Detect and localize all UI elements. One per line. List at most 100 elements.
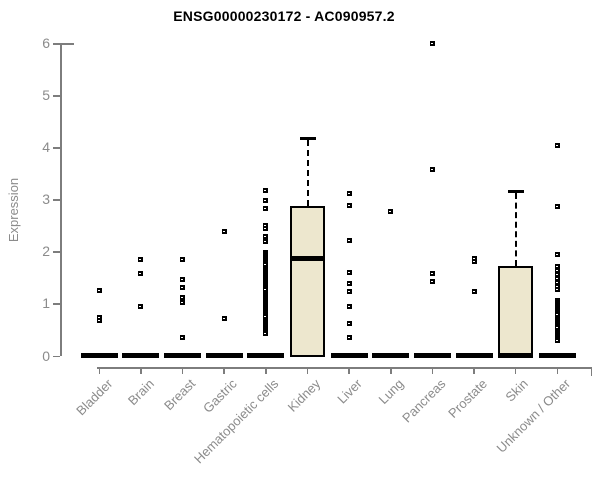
collapsed-box-lung[interactable] — [372, 353, 410, 358]
x-tick — [431, 367, 434, 374]
x-tick-label-liver: Liver — [334, 376, 365, 407]
median-kidney — [290, 255, 325, 261]
collapsed-box-liver[interactable] — [330, 353, 368, 358]
outlier-point-prostate[interactable] — [471, 255, 477, 261]
outlier-point-breast[interactable] — [180, 299, 186, 305]
collapsed-box-gastric[interactable] — [205, 353, 243, 358]
outlier-point-liver[interactable] — [346, 238, 352, 243]
x-tick-label-bladder: Bladder — [72, 376, 115, 419]
box-skin[interactable] — [498, 266, 534, 358]
y-axis-line — [60, 43, 62, 357]
x-tick — [348, 367, 350, 374]
outlier-point-unknown-other[interactable] — [554, 142, 560, 148]
x-tick-label-kidney: Kidney — [284, 376, 324, 415]
collapsed-box-bladder[interactable] — [80, 353, 118, 358]
outlier-point-hematopoietic-cells[interactable] — [263, 234, 269, 240]
collapsed-box-prostate[interactable] — [455, 353, 493, 358]
outlier-point-hematopoietic-cells[interactable] — [263, 205, 269, 211]
outlier-point-lung[interactable] — [388, 208, 394, 214]
outlier-point-breast[interactable] — [180, 335, 186, 341]
outlier-point-hematopoietic-cells[interactable] — [263, 222, 269, 228]
outlier-point-prostate[interactable] — [471, 259, 477, 265]
outlier-point-liver[interactable] — [346, 288, 352, 294]
outlier-point-hematopoietic-cells[interactable] — [263, 188, 269, 194]
collapsed-box-hematopoietic-cells[interactable] — [247, 353, 285, 358]
x-axis-end-cap — [590, 367, 592, 376]
outlier-point-liver[interactable] — [346, 334, 352, 340]
outlier-point-unknown-other[interactable] — [554, 275, 560, 281]
whisker-skin — [514, 192, 517, 266]
outlier-point-brain[interactable] — [138, 256, 144, 262]
outlier-point-gastric[interactable] — [221, 316, 227, 322]
outlier-point-bladder[interactable] — [96, 317, 102, 323]
outlier-point-unknown-other[interactable] — [554, 267, 560, 273]
y-tick-label: 3 — [42, 191, 50, 208]
outlier-point-pancreas[interactable] — [429, 271, 435, 277]
outlier-point-liver[interactable] — [346, 270, 352, 276]
outlier-point-unknown-other[interactable] — [554, 204, 560, 210]
x-tick — [556, 367, 559, 374]
whisker-cap-skin — [507, 189, 524, 193]
outlier-point-hematopoietic-cells[interactable] — [263, 198, 269, 204]
x-tick-label-unknown-other: Unknown / Other — [493, 376, 573, 456]
y-tick-label: 0 — [42, 347, 50, 364]
outlier-point-breast[interactable] — [180, 294, 186, 300]
y-tick — [53, 95, 60, 97]
outlier-point-liver[interactable] — [346, 190, 352, 196]
outlier-point-unknown-other[interactable] — [554, 280, 560, 286]
outlier-point-unknown-other[interactable] — [554, 312, 560, 318]
y-tick — [53, 199, 60, 201]
x-tick-label-pancreas: Pancreas — [398, 376, 449, 426]
outlier-point-prostate[interactable] — [471, 288, 477, 294]
x-axis-line — [97, 367, 592, 369]
x-tick — [265, 367, 267, 374]
outlier-point-gastric[interactable] — [221, 229, 227, 235]
x-tick-label-breast: Breast — [161, 376, 199, 414]
outlier-point-bladder[interactable] — [96, 287, 102, 293]
outlier-point-unknown-other[interactable] — [554, 338, 560, 344]
y-tick-label: 6 — [42, 35, 50, 52]
x-tick-label-skin: Skin — [502, 376, 532, 405]
collapsed-box-unknown-other[interactable] — [538, 353, 576, 358]
outlier-point-bladder[interactable] — [96, 315, 102, 321]
outlier-point-liver[interactable] — [346, 280, 352, 286]
outlier-point-hematopoietic-cells[interactable] — [263, 239, 269, 245]
outlier-point-unknown-other[interactable] — [554, 284, 560, 290]
outlier-point-pancreas[interactable] — [429, 166, 435, 172]
outlier-point-breast[interactable] — [180, 256, 186, 262]
y-tick — [53, 43, 60, 45]
collapsed-box-breast[interactable] — [164, 353, 202, 358]
x-tick — [306, 367, 309, 374]
outlier-point-unknown-other[interactable] — [554, 263, 560, 269]
outlier-point-breast[interactable] — [180, 276, 186, 282]
outlier-point-unknown-other[interactable] — [554, 251, 560, 257]
y-tick-label: 4 — [42, 139, 50, 156]
outlier-point-unknown-other[interactable] — [554, 287, 560, 293]
outlier-point-liver[interactable] — [346, 320, 352, 326]
outlier-point-pancreas[interactable] — [429, 40, 435, 46]
outlier-point-pancreas[interactable] — [429, 279, 435, 285]
y-tick-label: 1 — [42, 295, 50, 312]
median-skin — [498, 353, 534, 358]
chart-title: ENSG00000230172 - AC090957.2 — [173, 8, 395, 24]
y-tick — [53, 251, 60, 253]
outlier-point-unknown-other[interactable] — [554, 335, 560, 341]
box-kidney[interactable] — [290, 205, 325, 358]
outlier-point-hematopoietic-cells[interactable] — [263, 331, 269, 337]
outlier-point-brain[interactable] — [138, 303, 144, 309]
outlier-point-liver[interactable] — [346, 203, 352, 209]
outlier-point-brain[interactable] — [138, 271, 144, 277]
y-tick — [53, 147, 60, 149]
collapsed-box-brain[interactable] — [122, 353, 160, 358]
y-tick — [53, 355, 60, 357]
x-tick-label-brain: Brain — [124, 376, 157, 409]
outlier-point-liver[interactable] — [346, 303, 352, 309]
outlier-point-hematopoietic-cells[interactable] — [263, 225, 269, 231]
outlier-point-breast[interactable] — [180, 285, 186, 291]
collapsed-box-pancreas[interactable] — [413, 353, 451, 358]
x-tick-label-lung: Lung — [375, 376, 407, 408]
outlier-point-unknown-other[interactable] — [554, 271, 560, 277]
x-tick-label-prostate: Prostate — [444, 376, 490, 421]
x-tick — [473, 367, 475, 374]
